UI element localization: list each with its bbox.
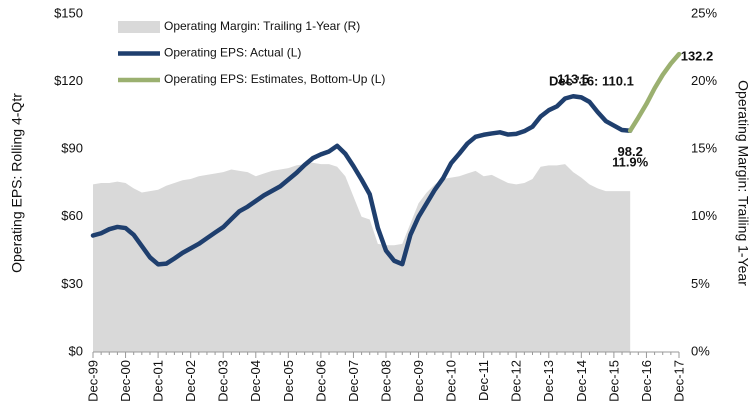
margin-area — [93, 162, 631, 352]
y-tick-label: $60 — [61, 208, 83, 223]
plot-area — [90, 51, 682, 352]
x-tick-label: Dec-11 — [476, 360, 491, 401]
x-tick-label: Dec-08 — [378, 360, 393, 402]
x-tick-label: Dec-13 — [541, 360, 556, 402]
x-tick-label: Dec-03 — [216, 360, 231, 402]
data-label: 132.2 — [681, 49, 714, 64]
y2-tick-label: 15% — [691, 141, 717, 156]
x-tick-label: Dec-16 — [639, 360, 654, 402]
legend-label: Operating EPS: Estimates, Bottom-Up (L) — [164, 72, 385, 86]
data-label: 98.2 — [618, 144, 643, 159]
y2-axis-title: Operating Margin: Trailing 1-Year — [735, 80, 751, 286]
y-tick-label: $0 — [69, 343, 83, 358]
legend-label: Operating Margin: Trailing 1-Year (R) — [164, 19, 360, 33]
y-tick-label: $90 — [61, 141, 83, 156]
x-tick-label: Dec-14 — [574, 360, 589, 402]
legend-label: Operating EPS: Actual (L) — [164, 46, 301, 60]
x-tick-label: Dec-15 — [606, 360, 621, 402]
y2-tick-label: 10% — [691, 208, 717, 223]
y-tick-label: $150 — [54, 5, 83, 20]
legend: Operating Margin: Trailing 1-Year (R) Ope… — [118, 19, 385, 86]
y2-tick-label: 25% — [691, 5, 717, 20]
x-tick-label: Dec-01 — [151, 360, 166, 402]
eps-line — [90, 93, 633, 267]
x-tick-label: Dec-02 — [183, 360, 198, 402]
y2-tick-label: 5% — [691, 276, 710, 291]
x-tick-label: Dec-05 — [281, 360, 296, 402]
y2-tick-label: 0% — [691, 343, 710, 358]
x-tick-label: Dec-99 — [85, 360, 100, 402]
x-tick-label: Dec-00 — [118, 360, 133, 402]
y2-tick-label: 20% — [691, 73, 717, 88]
x-tick-label: Dec-09 — [411, 360, 426, 402]
data-label: 11.9% — [612, 155, 649, 170]
x-tick-label: Dec-04 — [248, 360, 263, 402]
data-label: 113.5 — [557, 72, 589, 87]
data-label: Dec '16: 110.1 — [549, 73, 634, 88]
x-tick-label: Dec-17 — [671, 360, 686, 402]
y-axis-title: Operating EPS: Rolling 4-Qtr — [9, 93, 25, 273]
x-tick-label: Dec-10 — [444, 360, 459, 402]
eps-line — [627, 51, 682, 133]
x-tick-label: Dec-12 — [509, 360, 524, 402]
y-tick-label: $120 — [54, 73, 83, 88]
x-tick-label: Dec-06 — [313, 360, 328, 402]
y-tick-label: $30 — [61, 276, 83, 291]
legend-swatch — [118, 21, 160, 33]
x-tick-label: Dec-07 — [346, 360, 361, 402]
